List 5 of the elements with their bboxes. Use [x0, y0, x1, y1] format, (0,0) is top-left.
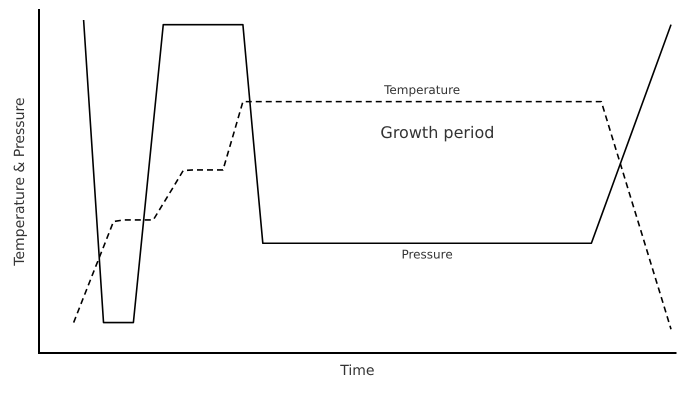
y-axis-title: Temperature & Pressure: [12, 97, 28, 267]
series-label: Pressure: [401, 247, 453, 262]
series-label: Temperature: [383, 82, 460, 97]
annotation: Growth period: [380, 122, 494, 142]
x-axis-title: Time: [339, 363, 375, 380]
